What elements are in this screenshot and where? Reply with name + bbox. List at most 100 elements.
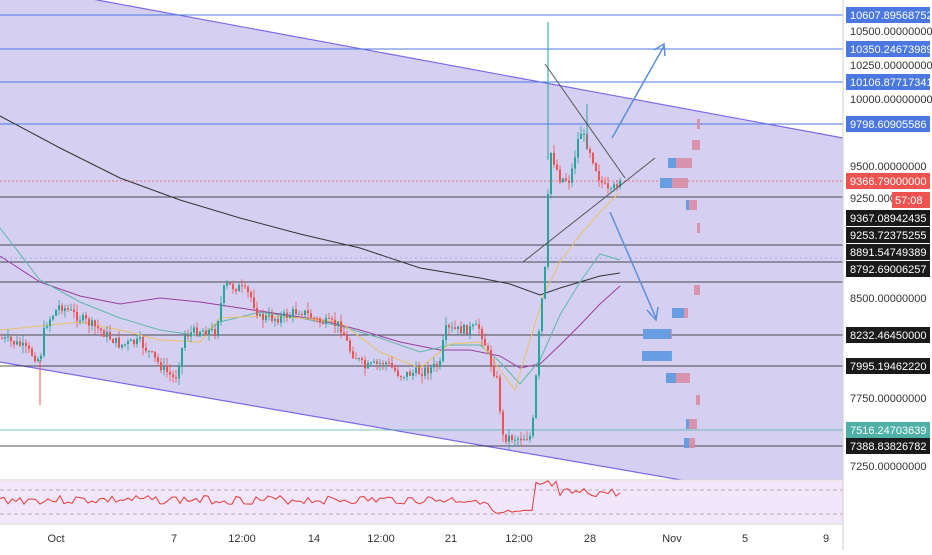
candle-body: [262, 313, 264, 321]
candle-body: [343, 332, 345, 336]
candle-body: [268, 314, 270, 316]
candle-body: [226, 282, 228, 286]
rsi-background: [0, 481, 843, 523]
candle-body: [466, 324, 468, 335]
candle-body: [610, 188, 612, 190]
ma-200-line: [0, 115, 621, 296]
candle-body: [145, 347, 147, 352]
candle-body: [535, 375, 537, 418]
candle-body: [487, 345, 489, 350]
candle-body: [118, 337, 120, 348]
candle-body: [79, 320, 81, 322]
candle-body: [484, 338, 486, 346]
candle-body: [544, 266, 546, 299]
volume-profile-bar-buy: [666, 373, 676, 383]
candle-body: [13, 340, 15, 345]
candle-body: [91, 320, 93, 326]
candle-body: [469, 326, 471, 335]
candle-body: [181, 347, 183, 367]
candle-body: [583, 133, 585, 135]
candle-body: [259, 313, 261, 316]
candle-body: [337, 321, 339, 326]
level-label-box: [846, 227, 930, 243]
candle-body: [424, 367, 426, 376]
candle-body: [121, 344, 123, 348]
candle-body: [136, 338, 138, 345]
volume-profile-bar: [684, 438, 695, 448]
candle-body: [511, 435, 513, 441]
candle-body: [448, 325, 450, 328]
candle-body: [4, 337, 6, 339]
y-tick-label: 8500.00000000: [850, 293, 926, 305]
level-label: 8792.69006257: [850, 264, 926, 276]
level-label: 9367.08942435: [850, 213, 926, 225]
x-tick-label: 12:00: [228, 533, 256, 545]
candle-body: [502, 411, 504, 435]
candle-body: [445, 325, 447, 340]
candle-body: [286, 312, 288, 318]
candle-body: [397, 370, 399, 377]
candle-body: [25, 342, 27, 346]
volume-profile-bar: [694, 285, 700, 295]
level-label: 10106.87717341: [850, 77, 932, 89]
candle-body: [40, 355, 42, 359]
breakout-up-arrowhead: [653, 42, 666, 57]
candle-body: [574, 157, 576, 169]
candle-body: [124, 344, 126, 346]
volume-profile-bar: [696, 395, 700, 405]
candle-body: [298, 314, 300, 316]
candle-body: [112, 339, 114, 344]
candle-body: [49, 319, 51, 327]
candle-body: [538, 331, 540, 376]
volume-profile-bar: [668, 158, 692, 168]
price-level-labels: 10607.89568752 10350.24673989 10106.877173…: [846, 7, 932, 454]
candle-body: [271, 314, 273, 321]
y-tick-label: 7250.00000000: [850, 461, 926, 473]
level-label-box: [846, 438, 930, 454]
candle-body: [67, 308, 69, 310]
candle-body: [247, 286, 249, 293]
x-tick-label: 7: [171, 533, 177, 545]
candle-body: [61, 305, 63, 311]
y-tick-label: 10500.00000000: [850, 26, 932, 38]
time-axis[interactable]: Oct 7 12:00 14 12:00 21 12:00 28 Nov 5 9: [47, 533, 829, 545]
x-tick-label: 12:00: [367, 533, 395, 545]
level-label-box: [846, 7, 930, 23]
candle-body: [130, 339, 132, 342]
breakdown-arrow: [609, 211, 657, 319]
main-pane[interactable]: [0, 0, 843, 508]
candle-body: [427, 367, 429, 374]
candle-body: [265, 315, 267, 321]
candle-body: [580, 134, 582, 139]
candle-body: [157, 357, 159, 363]
candle-body: [382, 363, 384, 365]
candle-body: [256, 308, 258, 316]
candle-body: [106, 331, 108, 337]
candle-body: [616, 184, 618, 188]
candle-body: [163, 365, 165, 371]
candle-body: [304, 310, 306, 316]
candle-body: [547, 193, 549, 267]
candle-body: [403, 376, 405, 378]
volume-profile-bar: [686, 200, 697, 210]
candle-body: [217, 321, 219, 337]
candle-body: [46, 326, 48, 328]
candle-body: [439, 360, 441, 367]
candle-body: [58, 305, 60, 310]
candle-body: [160, 362, 162, 371]
level-label-box: [846, 116, 930, 132]
candle-body: [475, 324, 477, 326]
candle-body: [556, 164, 558, 170]
candle-body: [331, 318, 333, 320]
candle-body: [496, 376, 498, 378]
candle-body: [499, 376, 501, 412]
x-tick-label: 5: [742, 533, 748, 545]
candle-body: [139, 337, 141, 339]
rsi-pane[interactable]: [0, 480, 843, 523]
volume-profile-bar-buy: [672, 308, 684, 318]
candle-body: [85, 315, 87, 319]
candle-body: [394, 367, 396, 371]
candle-body: [553, 152, 555, 165]
